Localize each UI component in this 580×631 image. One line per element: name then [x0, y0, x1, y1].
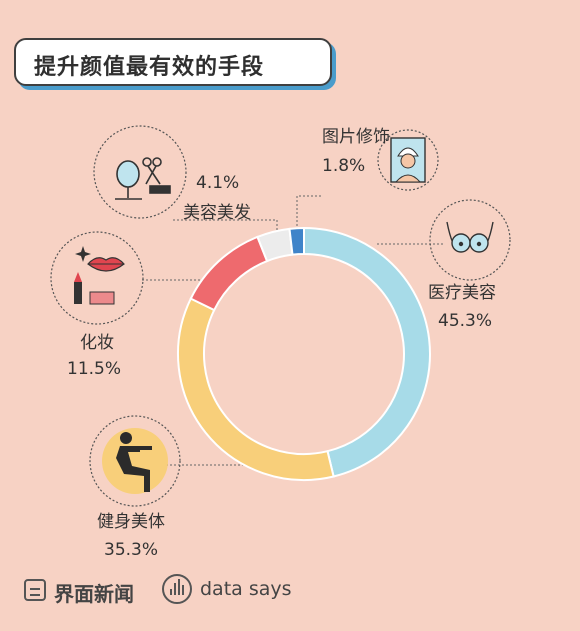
label-name-fitness: 健身美体 [97, 512, 165, 532]
donut-slice-2 [189, 235, 269, 312]
lips-lipstick-icon-frame [50, 231, 144, 325]
squat-icon [102, 428, 168, 494]
data-says-logo-icon [162, 574, 192, 604]
jiemian-logo-icon [24, 579, 46, 601]
towel-woman-icon [390, 137, 426, 183]
footer: 界面新闻 data says [24, 573, 344, 609]
donut-slice-0 [303, 226, 431, 478]
donut-slice-1 [177, 297, 335, 481]
chest-icon-frame [429, 199, 511, 281]
donut-slice-4 [288, 226, 305, 256]
title-box: 提升颜值最有效的手段 [14, 38, 332, 86]
chest-icon [446, 221, 494, 253]
label-value-fitness: 35.3% [104, 540, 158, 560]
brand-data-says: data says [200, 578, 292, 600]
label-name-hair: 美容美发 [183, 203, 251, 223]
label-name-medical: 医疗美容 [428, 283, 496, 303]
label-name-photo: 图片修饰 [322, 127, 390, 147]
lips-lipstick-icon [74, 246, 125, 305]
label-name-makeup: 化妆 [80, 333, 114, 353]
squat-icon-frame [89, 415, 181, 507]
towel-woman-icon-frame [377, 129, 439, 191]
mirror-scissors-icon [115, 157, 171, 200]
label-value-hair: 4.1% [196, 173, 239, 193]
label-value-makeup: 11.5% [67, 359, 121, 379]
brand-jiemian: 界面新闻 [54, 582, 134, 606]
label-value-medical: 45.3% [438, 311, 492, 331]
page-title: 提升颜值最有效的手段 [34, 55, 265, 80]
donut-segments [177, 226, 431, 481]
mirror-scissors-icon-frame [93, 125, 187, 219]
label-value-photo: 1.8% [322, 156, 365, 176]
